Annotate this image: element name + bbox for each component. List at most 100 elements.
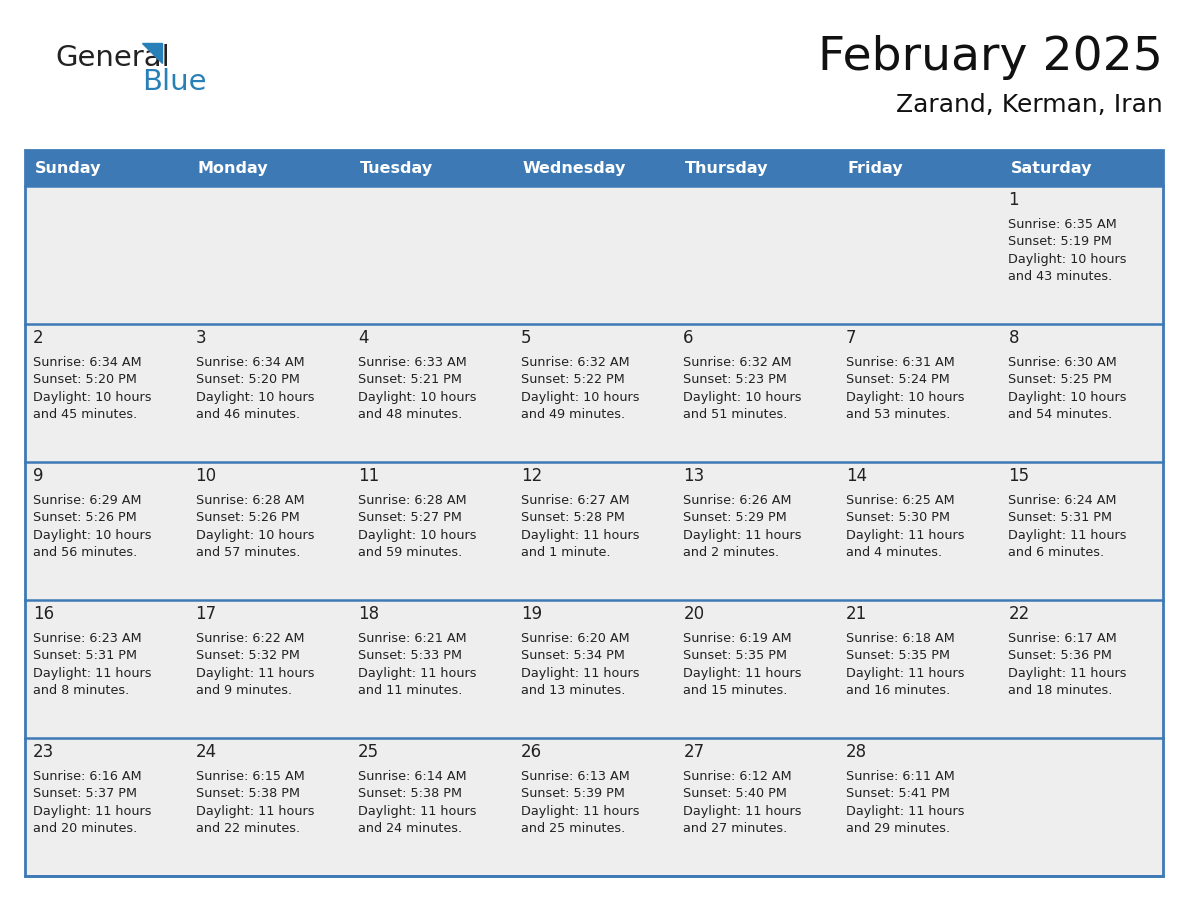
Text: Daylight: 11 hours: Daylight: 11 hours: [683, 804, 802, 818]
Text: 27: 27: [683, 743, 704, 761]
Text: February 2025: February 2025: [819, 36, 1163, 81]
Text: Wednesday: Wednesday: [523, 161, 626, 175]
Text: Daylight: 10 hours: Daylight: 10 hours: [846, 390, 965, 404]
Text: Sunrise: 6:30 AM: Sunrise: 6:30 AM: [1009, 355, 1117, 368]
Text: Daylight: 10 hours: Daylight: 10 hours: [196, 390, 314, 404]
Text: Sunrise: 6:23 AM: Sunrise: 6:23 AM: [33, 632, 141, 644]
Text: 3: 3: [196, 329, 207, 347]
Text: 13: 13: [683, 467, 704, 485]
Polygon shape: [143, 43, 162, 63]
Text: Sunrise: 6:33 AM: Sunrise: 6:33 AM: [358, 355, 467, 368]
Text: Sunset: 5:19 PM: Sunset: 5:19 PM: [1009, 235, 1112, 248]
Text: 7: 7: [846, 329, 857, 347]
Text: and 6 minutes.: and 6 minutes.: [1009, 546, 1105, 559]
Text: and 56 minutes.: and 56 minutes.: [33, 546, 138, 559]
Text: Sunrise: 6:24 AM: Sunrise: 6:24 AM: [1009, 494, 1117, 507]
Text: Sunset: 5:39 PM: Sunset: 5:39 PM: [520, 787, 625, 800]
Text: Sunrise: 6:34 AM: Sunrise: 6:34 AM: [33, 355, 141, 368]
Bar: [838, 150, 1000, 186]
Text: Sunset: 5:28 PM: Sunset: 5:28 PM: [520, 511, 625, 524]
Text: Sunrise: 6:11 AM: Sunrise: 6:11 AM: [846, 769, 955, 782]
Text: Sunset: 5:34 PM: Sunset: 5:34 PM: [520, 649, 625, 662]
Text: Daylight: 10 hours: Daylight: 10 hours: [520, 390, 639, 404]
Text: 18: 18: [358, 605, 379, 623]
Text: 2: 2: [33, 329, 44, 347]
Text: Sunset: 5:25 PM: Sunset: 5:25 PM: [1009, 373, 1112, 386]
Text: 4: 4: [358, 329, 368, 347]
Text: Sunrise: 6:34 AM: Sunrise: 6:34 AM: [196, 355, 304, 368]
Text: 25: 25: [358, 743, 379, 761]
Text: Sunrise: 6:31 AM: Sunrise: 6:31 AM: [846, 355, 955, 368]
Text: Sunset: 5:26 PM: Sunset: 5:26 PM: [33, 511, 137, 524]
Text: Sunset: 5:40 PM: Sunset: 5:40 PM: [683, 787, 788, 800]
Text: Daylight: 11 hours: Daylight: 11 hours: [33, 666, 152, 679]
Text: 15: 15: [1009, 467, 1030, 485]
Text: Sunrise: 6:29 AM: Sunrise: 6:29 AM: [33, 494, 141, 507]
Text: Sunrise: 6:21 AM: Sunrise: 6:21 AM: [358, 632, 467, 644]
Text: Daylight: 10 hours: Daylight: 10 hours: [358, 529, 476, 542]
Text: 9: 9: [33, 467, 44, 485]
Text: Daylight: 10 hours: Daylight: 10 hours: [196, 529, 314, 542]
Bar: [1000, 150, 1163, 186]
Text: Sunrise: 6:19 AM: Sunrise: 6:19 AM: [683, 632, 792, 644]
Text: and 15 minutes.: and 15 minutes.: [683, 684, 788, 697]
Text: 14: 14: [846, 467, 867, 485]
Text: Sunrise: 6:12 AM: Sunrise: 6:12 AM: [683, 769, 792, 782]
Text: Sunrise: 6:28 AM: Sunrise: 6:28 AM: [196, 494, 304, 507]
Text: and 11 minutes.: and 11 minutes.: [358, 684, 462, 697]
Text: Sunset: 5:29 PM: Sunset: 5:29 PM: [683, 511, 786, 524]
Text: Sunset: 5:21 PM: Sunset: 5:21 PM: [358, 373, 462, 386]
Text: and 24 minutes.: and 24 minutes.: [358, 822, 462, 835]
Text: and 45 minutes.: and 45 minutes.: [33, 408, 138, 421]
Text: Sunrise: 6:17 AM: Sunrise: 6:17 AM: [1009, 632, 1117, 644]
Text: 24: 24: [196, 743, 216, 761]
Text: Sunset: 5:32 PM: Sunset: 5:32 PM: [196, 649, 299, 662]
Text: Daylight: 10 hours: Daylight: 10 hours: [1009, 390, 1127, 404]
Text: Daylight: 11 hours: Daylight: 11 hours: [358, 804, 476, 818]
Text: Sunrise: 6:16 AM: Sunrise: 6:16 AM: [33, 769, 141, 782]
Text: Monday: Monday: [197, 161, 268, 175]
Text: Saturday: Saturday: [1011, 161, 1092, 175]
Text: and 8 minutes.: and 8 minutes.: [33, 684, 129, 697]
Text: and 51 minutes.: and 51 minutes.: [683, 408, 788, 421]
Text: Sunrise: 6:20 AM: Sunrise: 6:20 AM: [520, 632, 630, 644]
Text: Sunset: 5:38 PM: Sunset: 5:38 PM: [358, 787, 462, 800]
Text: Tuesday: Tuesday: [360, 161, 434, 175]
Text: and 18 minutes.: and 18 minutes.: [1009, 684, 1113, 697]
Text: Sunset: 5:20 PM: Sunset: 5:20 PM: [196, 373, 299, 386]
Text: Sunset: 5:27 PM: Sunset: 5:27 PM: [358, 511, 462, 524]
Text: 20: 20: [683, 605, 704, 623]
Text: Daylight: 11 hours: Daylight: 11 hours: [846, 529, 965, 542]
Text: and 57 minutes.: and 57 minutes.: [196, 546, 299, 559]
Text: Daylight: 11 hours: Daylight: 11 hours: [846, 666, 965, 679]
Text: Sunset: 5:38 PM: Sunset: 5:38 PM: [196, 787, 299, 800]
Text: and 54 minutes.: and 54 minutes.: [1009, 408, 1113, 421]
Text: Sunset: 5:35 PM: Sunset: 5:35 PM: [683, 649, 788, 662]
Text: Sunset: 5:41 PM: Sunset: 5:41 PM: [846, 787, 949, 800]
Text: 26: 26: [520, 743, 542, 761]
Text: Daylight: 10 hours: Daylight: 10 hours: [33, 390, 152, 404]
Text: Friday: Friday: [848, 161, 904, 175]
Text: 8: 8: [1009, 329, 1019, 347]
Text: Sunset: 5:31 PM: Sunset: 5:31 PM: [33, 649, 137, 662]
Text: Sunrise: 6:26 AM: Sunrise: 6:26 AM: [683, 494, 791, 507]
Text: Sunrise: 6:28 AM: Sunrise: 6:28 AM: [358, 494, 467, 507]
Bar: [25, 150, 1163, 876]
Text: and 27 minutes.: and 27 minutes.: [683, 822, 788, 835]
Text: 12: 12: [520, 467, 542, 485]
Text: Sunrise: 6:14 AM: Sunrise: 6:14 AM: [358, 769, 467, 782]
Text: Sunrise: 6:15 AM: Sunrise: 6:15 AM: [196, 769, 304, 782]
Text: Zarand, Kerman, Iran: Zarand, Kerman, Iran: [896, 93, 1163, 117]
Text: Sunset: 5:22 PM: Sunset: 5:22 PM: [520, 373, 625, 386]
Text: Sunrise: 6:25 AM: Sunrise: 6:25 AM: [846, 494, 954, 507]
Bar: [25, 186, 1163, 876]
Text: Sunrise: 6:32 AM: Sunrise: 6:32 AM: [520, 355, 630, 368]
Text: and 9 minutes.: and 9 minutes.: [196, 684, 292, 697]
Text: Daylight: 11 hours: Daylight: 11 hours: [520, 666, 639, 679]
Text: Sunrise: 6:22 AM: Sunrise: 6:22 AM: [196, 632, 304, 644]
Text: and 13 minutes.: and 13 minutes.: [520, 684, 625, 697]
Text: Sunset: 5:37 PM: Sunset: 5:37 PM: [33, 787, 137, 800]
Bar: [513, 150, 675, 186]
Text: Daylight: 11 hours: Daylight: 11 hours: [1009, 666, 1127, 679]
Text: and 20 minutes.: and 20 minutes.: [33, 822, 138, 835]
